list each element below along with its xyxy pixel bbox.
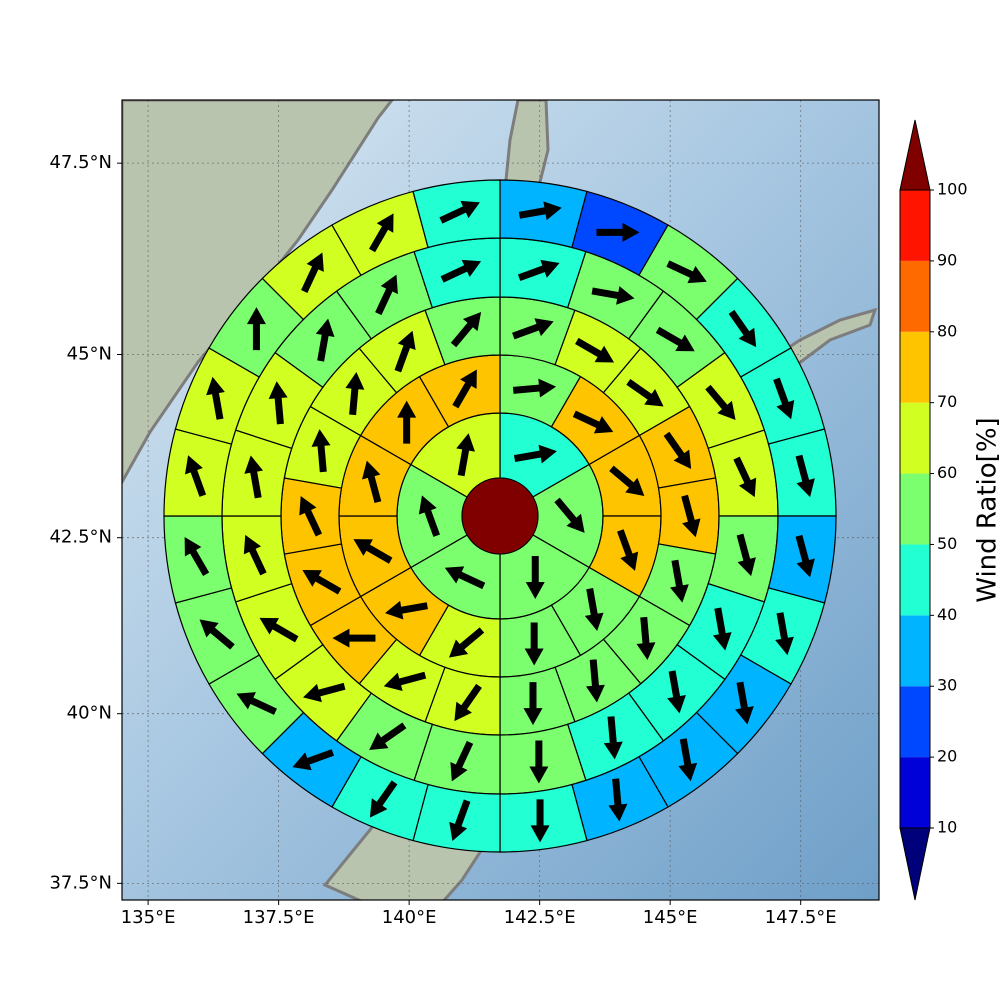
colorbar-bin: [900, 474, 930, 545]
colorbar-tick-label: 10: [937, 818, 957, 837]
colorbar-bin: [900, 615, 930, 686]
colorbar-bin: [900, 332, 930, 403]
wind-cell: [413, 785, 500, 852]
colorbar-tick-label: 40: [937, 605, 957, 624]
colorbar-under: [900, 828, 930, 900]
colorbar: 10 20 30 40 50 60 70 80 90 100: [900, 120, 968, 900]
colorbar-tick-label: 60: [937, 463, 957, 482]
colorbar-tick-label: 90: [937, 250, 957, 269]
y-tick-label: 47.5°N: [49, 152, 112, 173]
colorbar-tick-label: 20: [937, 747, 957, 766]
colorbar-bin: [900, 686, 930, 757]
x-tick-label: 145°E: [643, 907, 698, 928]
x-tick-label: 142.5°E: [504, 907, 576, 928]
colorbar-over: [900, 120, 930, 190]
colorbar-tick-label: 30: [937, 676, 957, 695]
colorbar-label: Wind Ratio[%]: [973, 417, 1000, 602]
colorbar-bin: [900, 544, 930, 615]
x-tick-label: 147.5°E: [765, 907, 837, 928]
y-tick-label: 37.5°N: [49, 872, 112, 893]
y-tick-label: 42.5°N: [49, 527, 112, 548]
wind-cells: [164, 180, 836, 852]
colorbar-tick-label: 100: [937, 180, 968, 199]
y-tick-label: 40°N: [67, 703, 112, 724]
colorbar-bin: [900, 757, 930, 828]
colorbar-tick-label: 80: [937, 321, 957, 340]
center-cell: [462, 478, 538, 554]
x-tick-label: 135°E: [121, 907, 176, 928]
y-tick-label: 45°N: [67, 344, 112, 365]
x-tick-label: 140°E: [382, 907, 437, 928]
colorbar-bin: [900, 403, 930, 474]
colorbar-bin: [900, 190, 930, 261]
x-tick-label: 137.5°E: [243, 907, 315, 928]
colorbar-tick-label: 70: [937, 392, 957, 411]
colorbar-tick-label: 50: [937, 534, 957, 553]
colorbar-bin: [900, 261, 930, 332]
